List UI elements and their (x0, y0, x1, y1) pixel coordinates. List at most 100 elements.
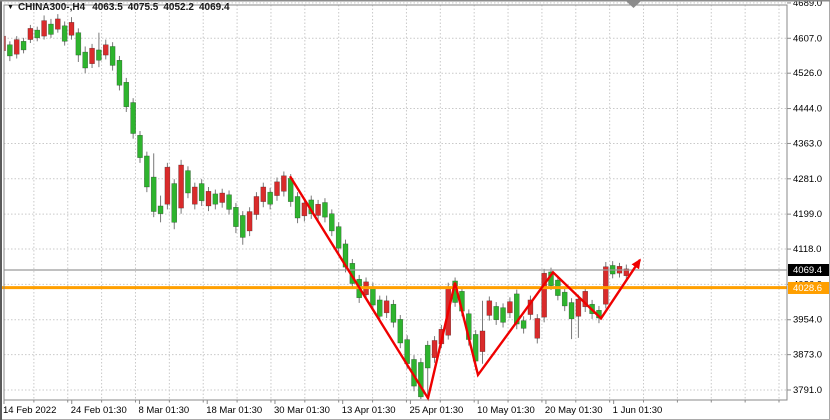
candle (27, 24, 34, 44)
candle (479, 300, 486, 364)
date-axis-label: 1 Jun 01:30 (613, 405, 663, 416)
candle (164, 162, 171, 210)
candle (82, 46, 88, 74)
candle (431, 336, 438, 363)
candle (534, 314, 541, 344)
date-axis-label: 30 Mar 01:30 (274, 405, 330, 416)
candle (507, 297, 513, 319)
candle (61, 21, 68, 46)
hline-price-badge-text: 4028.6 (793, 283, 822, 294)
candle (123, 77, 130, 112)
candle (335, 222, 342, 254)
candle (226, 190, 232, 215)
date-axis-label: 13 Apr 01:30 (342, 405, 396, 416)
price-axis-label: 4526.0 (793, 68, 822, 79)
candle (192, 182, 198, 210)
candle (561, 287, 568, 312)
date-axis-label: 8 Mar 01:30 (138, 405, 189, 416)
candle (568, 298, 575, 340)
candle (171, 179, 177, 230)
candle (205, 186, 212, 212)
price-axis-label: 4607.0 (793, 33, 822, 44)
candle (281, 171, 287, 197)
horizontal-price-line[interactable] (0, 269, 787, 290)
candle (383, 295, 390, 319)
candle (623, 264, 630, 281)
candle (260, 182, 267, 208)
date-axis-label: 14 Feb 2022 (3, 405, 56, 416)
candle (41, 15, 47, 40)
current-price-badge-text: 4069.4 (793, 265, 822, 276)
candle (397, 315, 404, 349)
ohlc-close: 4069.4 (198, 1, 230, 13)
candle (89, 43, 95, 69)
candle (274, 177, 280, 201)
price-axis-label: 3873.0 (793, 350, 822, 361)
trendline-arrows[interactable] (288, 175, 641, 402)
candle (219, 188, 225, 208)
date-axis-label: 10 May 01:30 (477, 405, 535, 416)
candle (109, 42, 116, 71)
candle (34, 26, 40, 42)
candle (246, 207, 253, 237)
candle (4, 35, 6, 52)
candle (7, 41, 13, 62)
price-axis-label: 3954.0 (793, 315, 822, 326)
candle (390, 299, 397, 328)
price-axis-label: 4363.0 (793, 138, 822, 149)
candle (541, 268, 547, 323)
candle (294, 192, 301, 224)
chart-shift-marker-icon[interactable] (626, 1, 641, 9)
price-axis-label: 4444.0 (793, 104, 822, 115)
candle (198, 179, 205, 206)
candle (233, 202, 239, 234)
candle (322, 198, 328, 223)
chart-header: ▼ CHINA300-,H4 4063.5 4075.5 4052.2 4069… (7, 1, 235, 13)
date-axis-label: 20 May 01:30 (545, 405, 603, 416)
candle (75, 28, 82, 62)
candle (157, 195, 164, 223)
candle (424, 340, 431, 399)
candle (582, 286, 588, 312)
candle (103, 39, 109, 60)
current-price-badge (788, 264, 830, 276)
candle (329, 209, 335, 237)
candle (68, 17, 75, 40)
ohlc-open: 4063.5 (92, 1, 123, 13)
candle (520, 316, 527, 334)
ohlc-high: 4075.5 (127, 1, 159, 13)
date-axis-label: 18 Mar 01:30 (206, 405, 262, 416)
price-axis-label: 4118.0 (793, 244, 821, 255)
candle (240, 211, 246, 245)
hline-price-badge (788, 281, 830, 294)
candle (185, 166, 191, 199)
candle (575, 294, 582, 338)
candle (178, 159, 184, 214)
candle (137, 130, 143, 163)
trendline-zigzag[interactable] (288, 175, 641, 402)
candle (20, 37, 27, 54)
candle (493, 302, 499, 325)
candle (418, 358, 424, 400)
candle (253, 192, 260, 220)
price-axis-label: 4689.0 (793, 0, 822, 9)
date-axis-label: 24 Feb 01:30 (71, 405, 127, 416)
candle (55, 14, 61, 33)
candle (377, 295, 383, 322)
symbol-marker-icon: ▼ (7, 3, 14, 11)
candle (13, 36, 20, 59)
candle (48, 18, 54, 38)
candle (212, 189, 219, 210)
candle (315, 199, 321, 221)
axes[interactable]: 4689.0 4607.0 4526.0 4444.0 4363.0 4281.0 4199… (3, 0, 830, 416)
ohlc-low: 4052.2 (163, 1, 194, 13)
price-axis-label: 4199.0 (793, 209, 822, 220)
candle (96, 32, 102, 68)
candle (500, 303, 506, 328)
date-axis-label: 25 Apr 01:30 (409, 405, 463, 416)
candle (144, 151, 150, 193)
candle (486, 296, 493, 321)
